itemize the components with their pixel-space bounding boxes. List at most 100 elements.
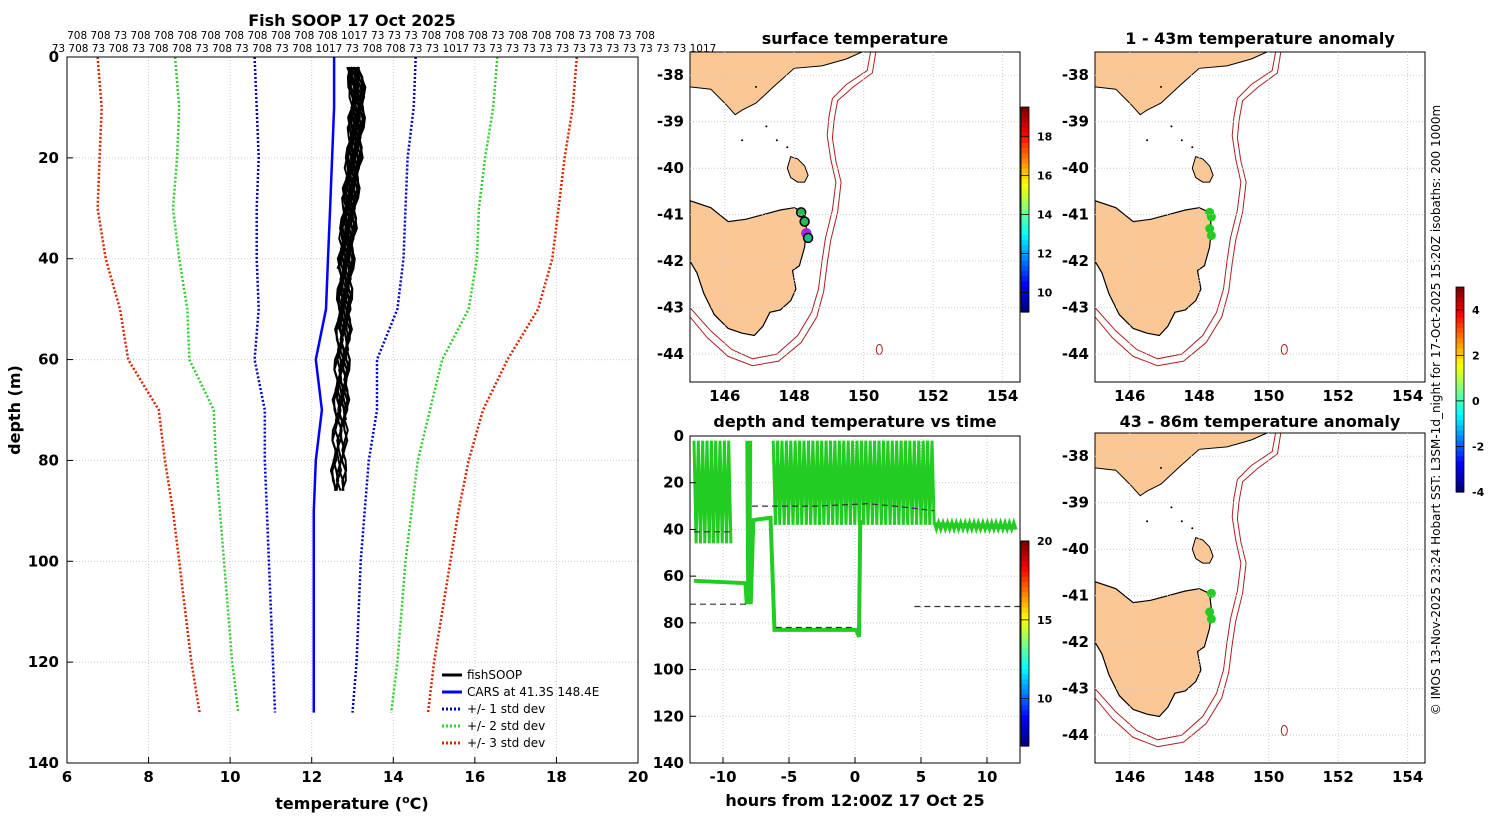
map-x-tick-label: 148 (1184, 387, 1215, 405)
colorbar-segment (1021, 107, 1029, 113)
colorbar-segment (1021, 301, 1029, 308)
colorbar-segment (1021, 137, 1029, 144)
colorbar-segment (1456, 399, 1464, 406)
colorbar-segment (1021, 694, 1029, 701)
colorbar-segment (1021, 592, 1029, 598)
colorbar-segment (1021, 689, 1029, 696)
colorbar-tick-label: -4 (1472, 486, 1485, 499)
colorbar-segment (1021, 643, 1029, 650)
anomaly-map-shallow: 1 - 43m temperature anomaly 146 148 150 152… (1062, 29, 1426, 405)
colorbar-segment (1021, 541, 1029, 547)
colorbar-segment (1456, 486, 1464, 493)
colorbar-segment (1021, 127, 1029, 134)
colorbar-segment (1021, 638, 1029, 645)
profile-title: Fish SOOP 17 Oct 2025 (248, 11, 456, 30)
colorbar-tick-label: 4 (1472, 304, 1480, 317)
colorbar-segment (1021, 628, 1029, 634)
x-tick-label: 16 (464, 768, 485, 786)
x-tick-label: 12 (301, 768, 322, 786)
map-x-tick-label: 152 (918, 387, 949, 405)
colorbar-segment (1021, 582, 1029, 588)
colorbar-segment (1456, 425, 1464, 432)
colorbar-segment (1021, 199, 1029, 205)
colorbar-segment (1021, 204, 1029, 211)
colorbar-tick-label: -2 (1472, 440, 1484, 453)
map-y-tick-label: -39 (657, 113, 684, 131)
colorbar-segment (1456, 404, 1464, 411)
colorbar-segment (1456, 287, 1464, 293)
map-y-tick-label: -44 (1062, 726, 1089, 744)
map-x-tick-label: 154 (1392, 768, 1423, 786)
anomaly-map-shallow-title: 1 - 43m temperature anomaly (1125, 29, 1395, 48)
colorbar-segment (1456, 389, 1464, 396)
ts-deep-segment-2 (748, 515, 863, 638)
observation-dot (1206, 231, 1216, 241)
small-island (1191, 146, 1194, 149)
colorbar-segment (1021, 183, 1029, 190)
colorbar-segment (1021, 112, 1029, 118)
colorbar-segment (1456, 317, 1464, 324)
small-island (755, 85, 757, 88)
colorbar-segment (1456, 369, 1464, 375)
land-victoria (1095, 433, 1268, 497)
map-y-tick-label: -43 (1062, 680, 1089, 698)
colorbar-segment (1456, 379, 1464, 385)
ts-y-tick-label: 80 (663, 614, 684, 632)
colorbar-segment (1456, 312, 1464, 319)
small-island (1170, 506, 1173, 509)
colorbar-segment (1021, 173, 1029, 180)
small-island (1191, 527, 1194, 530)
colorbar-segment (1021, 153, 1029, 159)
ts-x-tick-label: 5 (916, 768, 926, 786)
colorbar-segment (1021, 163, 1029, 170)
isobath-1000m (1095, 52, 1282, 367)
profile-top-labels-1: 708 708 73 708 708 708 708 708 708 708 7… (67, 30, 655, 42)
fishsoop-cast (344, 66, 363, 270)
legend-label-std3: +/- 3 std dev (467, 736, 545, 750)
map-axes-box (689, 51, 1021, 383)
colorbar-segment (1021, 566, 1029, 573)
y-tick-label: 60 (38, 351, 59, 369)
x-tick-label: 6 (62, 768, 72, 786)
colorbar-segment (1456, 348, 1464, 355)
colorbar-segment (1456, 430, 1464, 437)
land-tasmania (1095, 200, 1213, 337)
x-tick-label: 14 (383, 768, 404, 786)
colorbar-segment (1456, 292, 1464, 298)
anomaly-map-deep-title: 43 - 86m temperature anomaly (1120, 412, 1401, 431)
fishsoop-cast (348, 66, 367, 280)
series-cars-at-41-3s-148-4e (312, 57, 336, 713)
map-y-tick-label: -38 (657, 66, 684, 84)
profile-x-ticks: 6 8 10 12 14 16 18 20 (62, 757, 648, 786)
land-tasmania (690, 200, 808, 337)
colorbar-segment (1456, 363, 1464, 370)
ts-x-tick-label: -5 (781, 768, 798, 786)
colorbar-segment (1021, 735, 1029, 742)
ts-y-tick-label: 120 (653, 707, 684, 725)
map-y-tick-label: -40 (1062, 540, 1089, 558)
colorbar-segment (1456, 466, 1464, 473)
colorbar-segment (1021, 571, 1029, 578)
colorbar-segment (1021, 132, 1029, 139)
colorbar-segment (1021, 235, 1029, 241)
map-x-tick-label: 146 (1114, 387, 1145, 405)
map-y-tick-label: -38 (1062, 66, 1089, 84)
colorbar-segment (1021, 271, 1029, 277)
small-island (1146, 520, 1149, 523)
map-y-tick-label: -44 (1062, 345, 1089, 363)
colorbar-segment (1456, 471, 1464, 478)
colorbar-segment (1456, 384, 1464, 391)
colorbar-segment (1021, 255, 1029, 262)
small-island (775, 139, 778, 142)
colorbar-segment (1021, 679, 1029, 686)
colorbar-tick-label: 18 (1037, 130, 1052, 143)
map-y-tick-label: -42 (1062, 633, 1089, 651)
series--1-std-dev (351, 56, 417, 713)
ts-y-tick-label: 20 (663, 474, 684, 492)
colorbar-segment (1021, 699, 1029, 706)
colorbar-segment (1021, 612, 1029, 619)
colorbar-segment (1456, 374, 1464, 380)
colorbar-segment (1456, 415, 1464, 421)
colorbar-segment (1021, 122, 1029, 129)
map-y-tick-label: -44 (657, 345, 684, 363)
